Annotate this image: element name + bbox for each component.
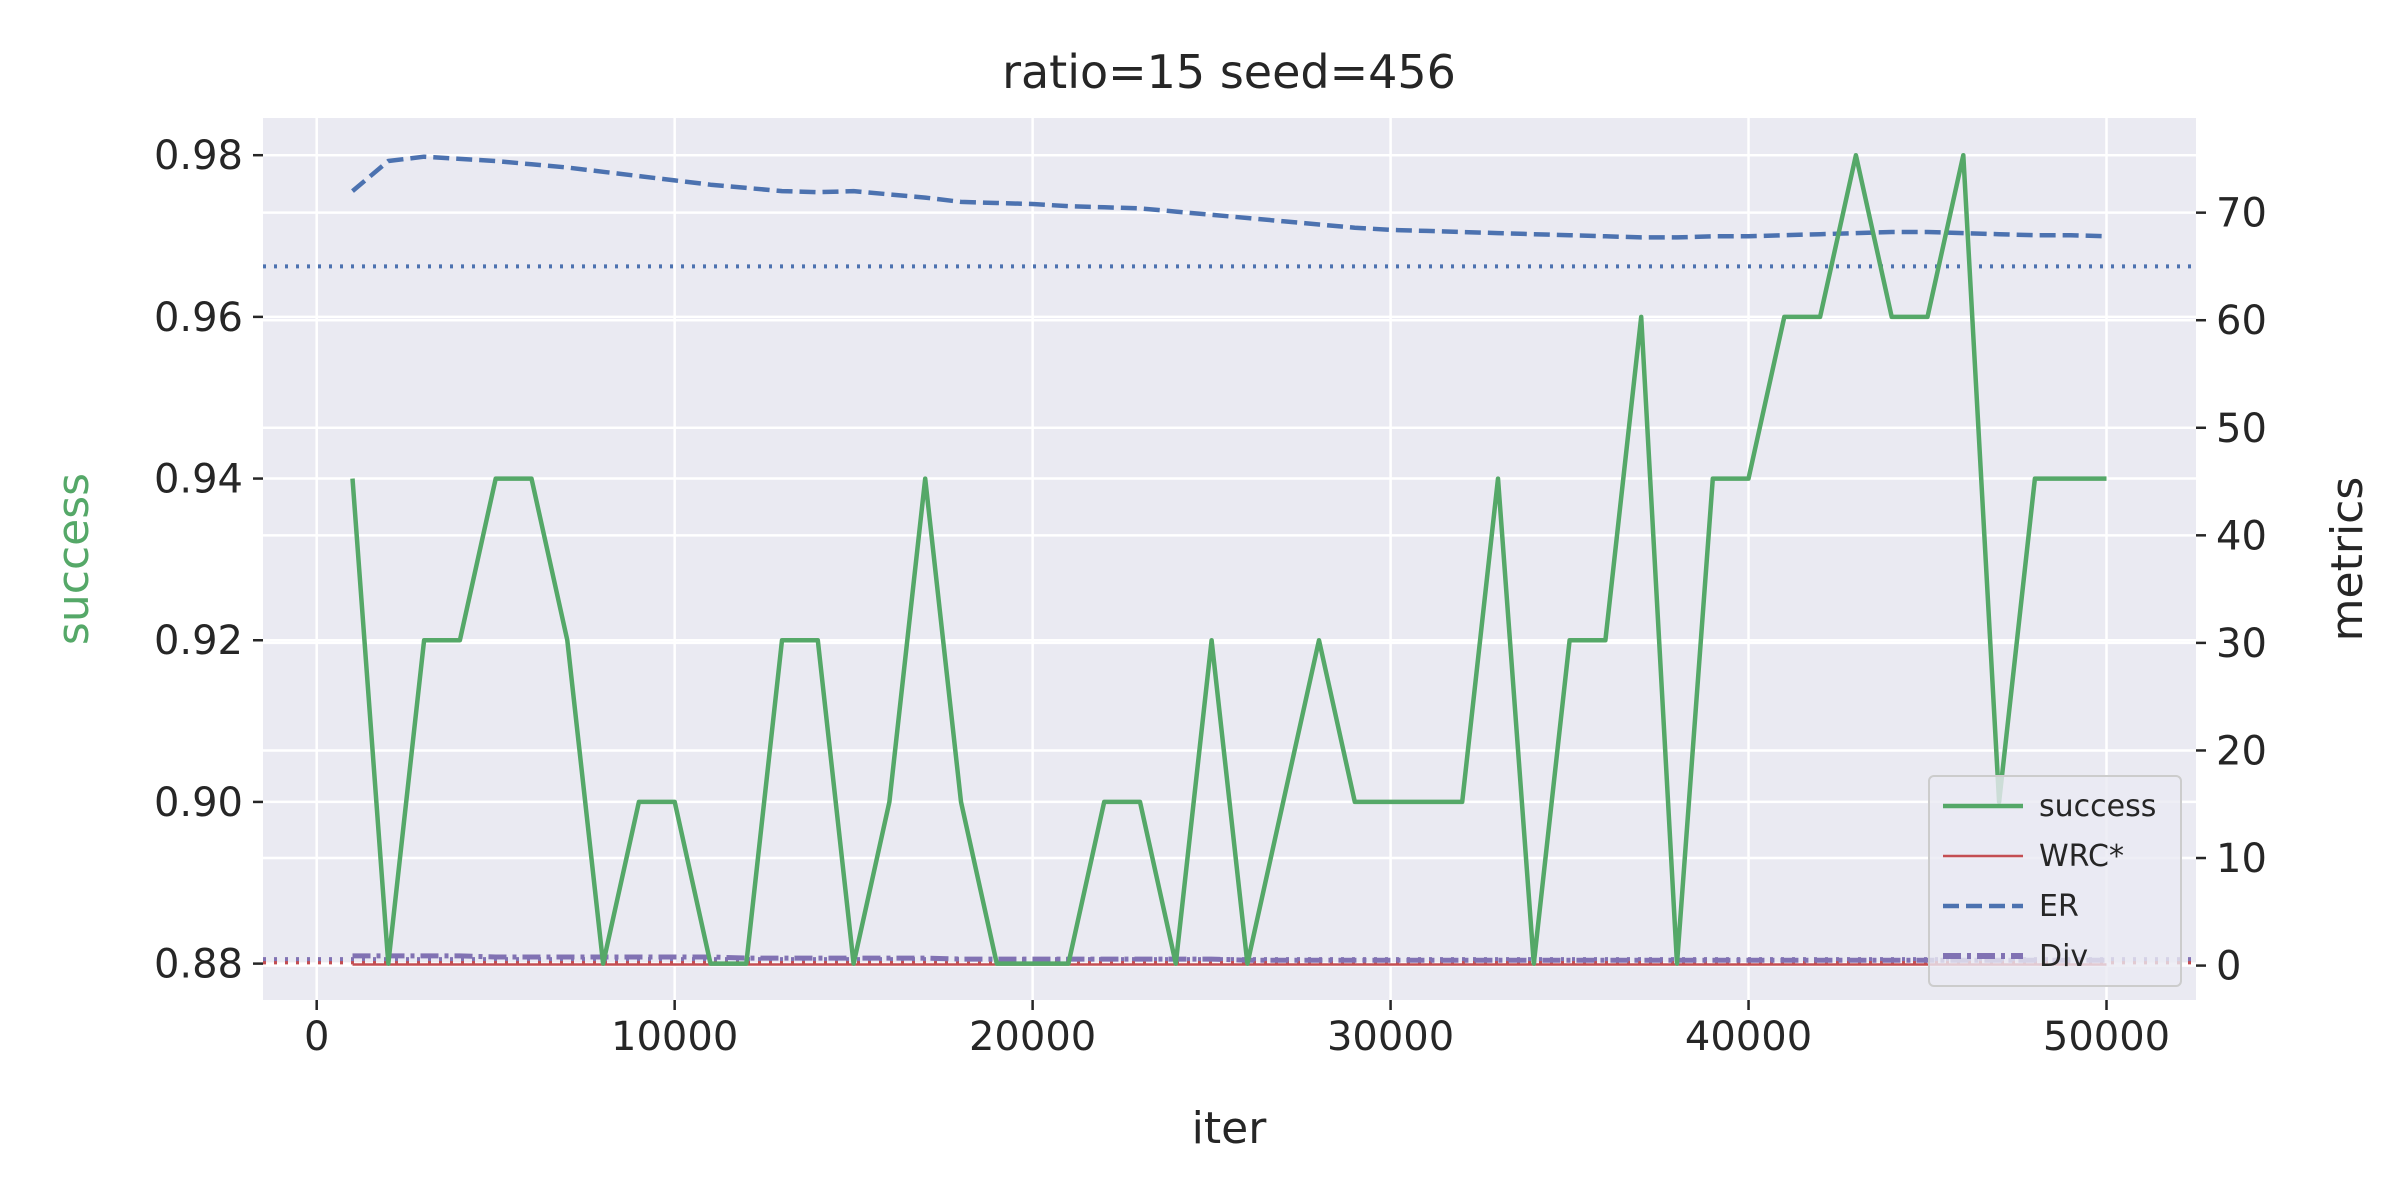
- legend: success WRC* ER Div: [1928, 775, 2182, 987]
- x-tick-label-5: 50000: [2043, 1014, 2170, 1060]
- y-right-tick-label-7: 70: [2216, 191, 2267, 237]
- legend-label-er: ER: [2039, 889, 2079, 924]
- x-axis-label: iter: [1192, 1103, 1268, 1154]
- y-right-tick-label-0: 0: [2216, 944, 2241, 990]
- y-left-tick-label-1: 0.90: [154, 780, 243, 826]
- series-line-success: [350, 152, 2107, 966]
- y-left-tick-label-2: 0.92: [154, 618, 243, 664]
- x-tick-label-0: 0: [304, 1014, 329, 1060]
- legend-box: [1928, 775, 2182, 987]
- y-axis-left-label: success: [48, 473, 99, 645]
- plot-area: [263, 118, 2196, 1000]
- y-right-tick-label-1: 10: [2216, 836, 2267, 882]
- y-left-tick-label-0: 0.88: [154, 942, 243, 988]
- y-right-tick-label-4: 40: [2216, 513, 2267, 559]
- chart-title: ratio=15 seed=456: [1002, 45, 1456, 99]
- y-axis-right-label: metrics: [2322, 477, 2373, 642]
- x-tick-label-2: 20000: [969, 1014, 1096, 1060]
- legend-label-wrc: WRC*: [2039, 839, 2124, 874]
- legend-label-div: Div: [2039, 939, 2088, 974]
- y-right-tick-label-2: 20: [2216, 728, 2267, 774]
- x-tick-label-3: 30000: [1327, 1014, 1454, 1060]
- y-left-tick-label-3: 0.94: [154, 457, 243, 503]
- legend-label-success: success: [2039, 789, 2156, 824]
- y-left-tick-label-4: 0.96: [154, 295, 243, 341]
- axis-ticks: 0 10000 20000 30000 40000 50000 0.88 0.90 0.92 0.…: [154, 133, 2267, 1060]
- y-right-tick-label-5: 50: [2216, 406, 2267, 452]
- series-line-er: [351, 154, 2107, 240]
- y-left-tick-label-5: 0.98: [154, 133, 243, 179]
- x-tick-label-4: 40000: [1685, 1014, 1812, 1060]
- y-right-tick-label-6: 60: [2216, 298, 2267, 344]
- series-lines: [350, 152, 2107, 966]
- y-right-tick-label-3: 30: [2216, 621, 2267, 667]
- series-line-div: [352, 953, 2107, 963]
- x-tick-label-1: 10000: [611, 1014, 738, 1060]
